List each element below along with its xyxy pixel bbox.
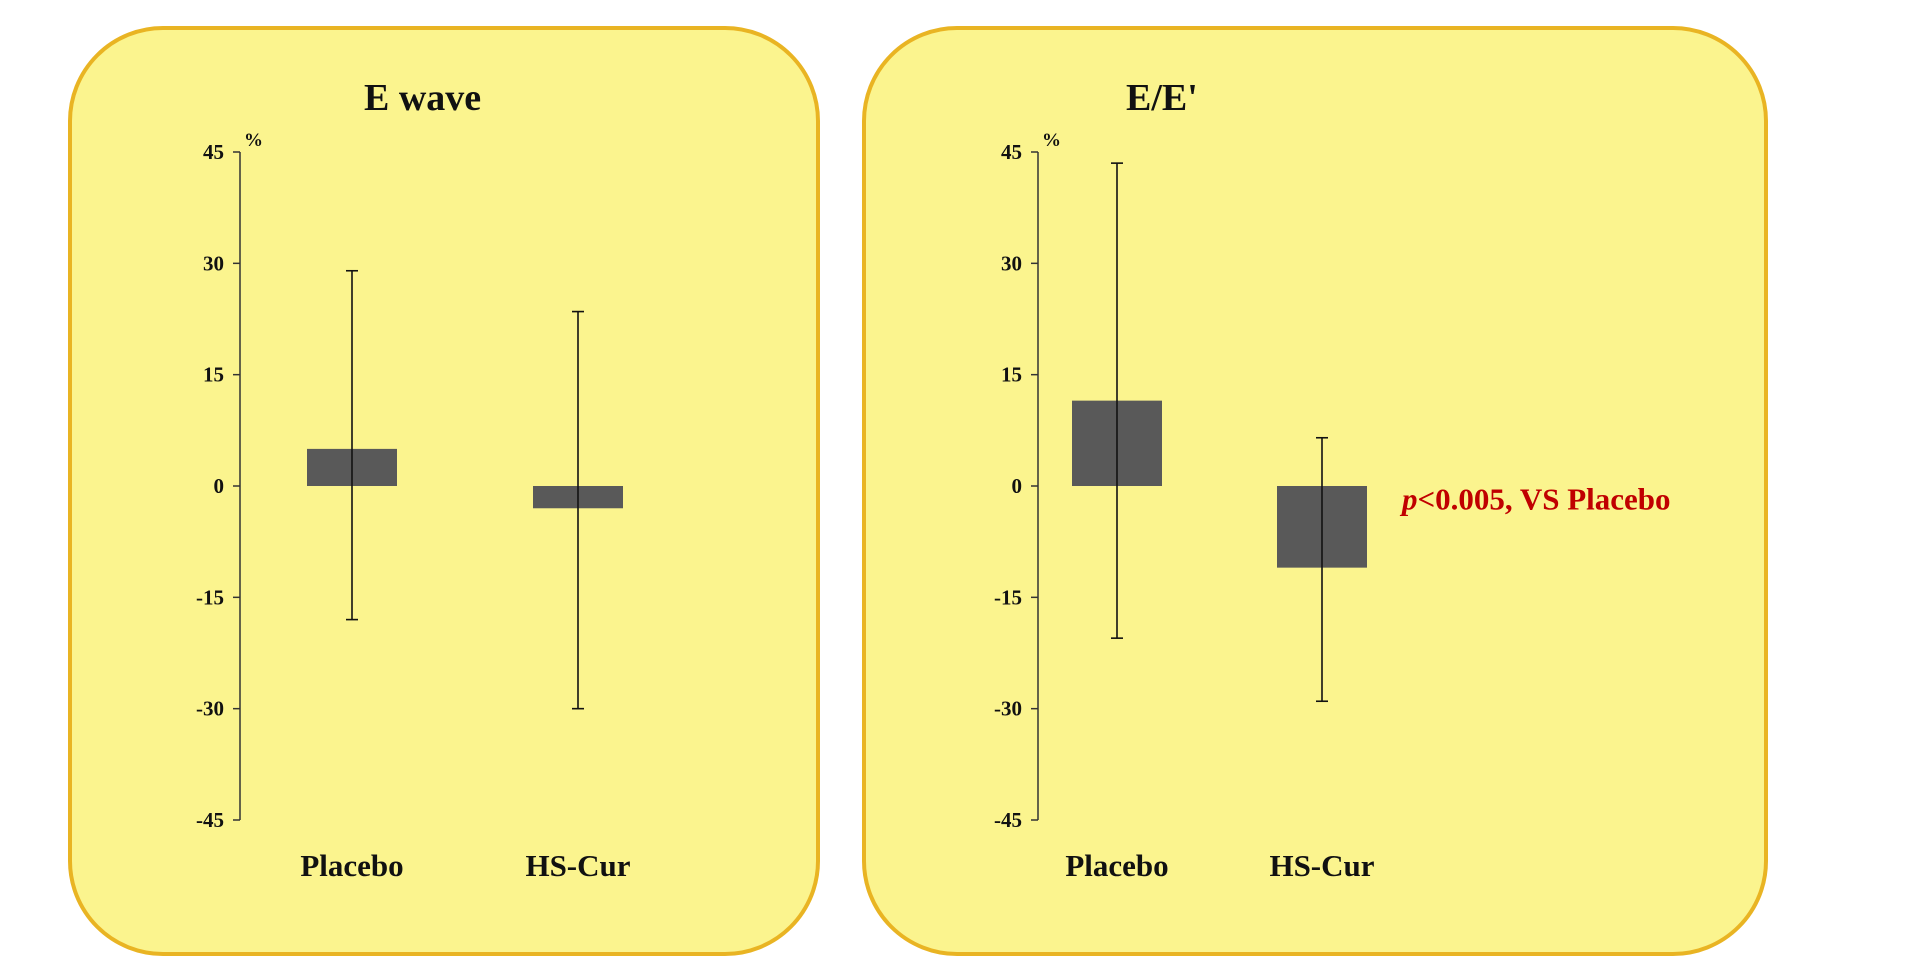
- y-tick-label: -45: [196, 808, 224, 832]
- p-symbol: p: [1399, 481, 1418, 516]
- y-tick-label: 45: [203, 140, 224, 164]
- category-label: HS-Cur: [1269, 848, 1374, 883]
- category-label: Placebo: [1065, 848, 1168, 883]
- chart-title-e-e-prime: E/E': [1126, 77, 1198, 119]
- y-tick-label: 0: [214, 474, 225, 498]
- category-label: Placebo: [300, 848, 403, 883]
- y-tick-label: -30: [994, 697, 1022, 721]
- y-tick-label: -30: [196, 697, 224, 721]
- y-tick-label: 30: [203, 251, 224, 275]
- chart-1: 45 30 15 0 -15 -30 -45% Placebo HS-Cur: [196, 130, 631, 883]
- y-tick-label: 15: [203, 363, 224, 387]
- y-tick-label: -15: [196, 585, 224, 609]
- chart-2: 45 30 15 0 -15 -30 -45% Placebo HS-Cur p<0.005, V…: [994, 130, 1671, 883]
- y-tick-label: 30: [1001, 251, 1022, 275]
- y-axis-unit-label: %: [1042, 130, 1061, 151]
- y-tick-label: -15: [994, 585, 1022, 609]
- charts-svg: 45 30 15 0 -15 -30 -45% Placebo HS-Cur 45 30 15 0 -15…: [196, 130, 1671, 883]
- chart-panel-e-wave: [68, 26, 820, 956]
- y-tick-label: 45: [1001, 140, 1022, 164]
- category-label: HS-Cur: [525, 848, 630, 883]
- y-axis-unit-label: %: [244, 130, 263, 151]
- significance-annotation: p<0.005, VS Placebo: [1399, 481, 1671, 516]
- chart-title-e-wave: E wave: [364, 77, 482, 119]
- y-tick-label: -45: [994, 808, 1022, 832]
- p-value-text: <0.005, VS Placebo: [1418, 481, 1671, 516]
- y-tick-label: 0: [1012, 474, 1023, 498]
- y-tick-label: 15: [1001, 363, 1022, 387]
